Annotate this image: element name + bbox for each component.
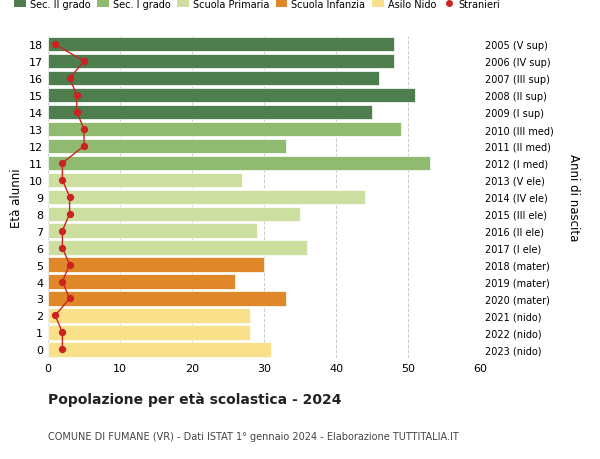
Bar xyxy=(48,140,286,154)
Bar xyxy=(48,89,415,103)
Bar xyxy=(48,72,379,86)
Bar xyxy=(48,123,401,137)
Bar xyxy=(48,258,264,272)
Bar xyxy=(48,275,235,289)
Bar xyxy=(48,173,242,188)
Bar xyxy=(48,224,257,238)
Bar xyxy=(48,291,286,306)
Text: COMUNE DI FUMANE (VR) - Dati ISTAT 1° gennaio 2024 - Elaborazione TUTTITALIA.IT: COMUNE DI FUMANE (VR) - Dati ISTAT 1° ge… xyxy=(48,431,459,441)
Bar xyxy=(48,190,365,205)
Point xyxy=(72,92,82,100)
Bar xyxy=(48,308,250,323)
Legend: Sec. II grado, Sec. I grado, Scuola Primaria, Scuola Infanzia, Asilo Nido, Stran: Sec. II grado, Sec. I grado, Scuola Prim… xyxy=(14,0,500,10)
Point xyxy=(65,295,74,302)
Bar xyxy=(48,157,430,171)
Point xyxy=(58,278,67,285)
Point xyxy=(65,194,74,201)
Point xyxy=(58,177,67,184)
Point xyxy=(58,160,67,167)
Text: Popolazione per età scolastica - 2024: Popolazione per età scolastica - 2024 xyxy=(48,392,341,406)
Y-axis label: Età alunni: Età alunni xyxy=(10,168,23,227)
Point xyxy=(65,261,74,269)
Bar xyxy=(48,55,394,69)
Bar xyxy=(48,207,300,221)
Bar xyxy=(48,106,372,120)
Point xyxy=(79,143,89,150)
Bar xyxy=(48,325,250,340)
Point xyxy=(72,109,82,117)
Bar xyxy=(48,241,307,255)
Point xyxy=(58,228,67,235)
Point xyxy=(65,75,74,83)
Y-axis label: Anni di nascita: Anni di nascita xyxy=(568,154,581,241)
Point xyxy=(65,211,74,218)
Bar xyxy=(48,38,394,52)
Point xyxy=(50,312,60,319)
Bar xyxy=(48,342,271,357)
Point xyxy=(79,58,89,66)
Point xyxy=(50,41,60,49)
Point xyxy=(58,346,67,353)
Point xyxy=(79,126,89,134)
Point xyxy=(58,245,67,252)
Point xyxy=(58,329,67,336)
